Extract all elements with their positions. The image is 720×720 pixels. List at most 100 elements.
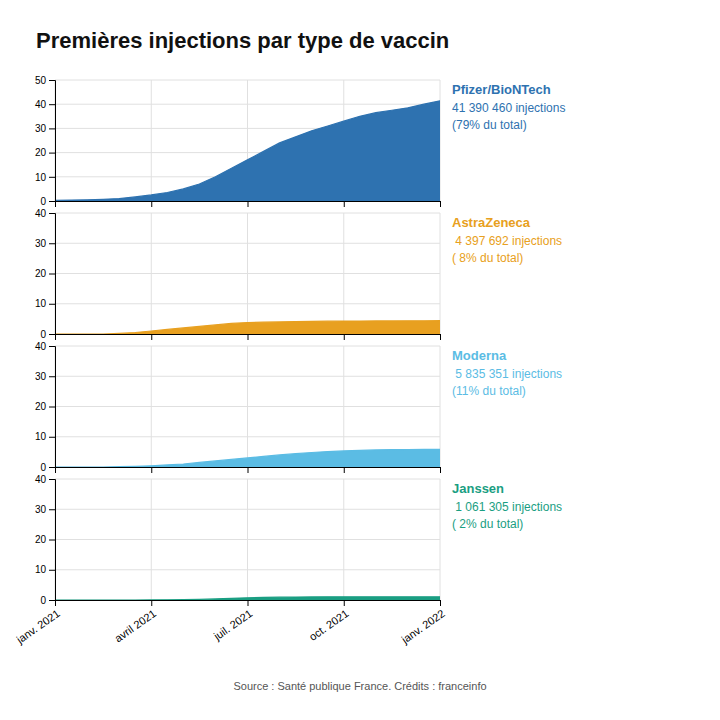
tick: 20: [35, 268, 55, 279]
tick: [248, 201, 249, 207]
area: [55, 321, 440, 334]
annotation: 41 390 460 injections: [452, 101, 565, 115]
panel: 01020304050Pfizer/BioNTech41 390 460 inj…: [35, 75, 566, 207]
tick: 30: [35, 504, 55, 515]
plot-area: [55, 449, 440, 467]
tick: 0: [40, 462, 55, 473]
tick: janv. 2022: [398, 600, 447, 646]
y-axis: 010203040: [35, 474, 56, 606]
tick: [344, 334, 345, 340]
series-label: AstraZeneca: [452, 215, 531, 230]
tick-mark: [49, 213, 55, 214]
tick: [151, 467, 152, 473]
tick-mark: [344, 467, 345, 473]
tick: avril 2021: [112, 600, 158, 644]
tick: 10: [35, 431, 55, 442]
line: [55, 597, 440, 600]
annotation: 4 397 692 injections: [452, 234, 562, 248]
tick-label: 50: [35, 75, 47, 86]
area: [55, 101, 440, 201]
tick-mark: [248, 334, 249, 340]
axis-line: [56, 335, 441, 341]
tick-label: janv. 2021: [13, 607, 62, 646]
annotation: (79% du total): [452, 118, 527, 132]
tick: 20: [35, 147, 55, 158]
axis-line: [56, 468, 441, 474]
axis-line: [49, 480, 56, 601]
plot-area: [55, 321, 440, 334]
tick: 10: [35, 172, 55, 183]
tick: 10: [35, 298, 55, 309]
grid: [55, 80, 440, 201]
tick-label: 30: [35, 123, 47, 134]
series-label: Pfizer/BioNTech: [452, 82, 551, 97]
grid: [55, 346, 440, 467]
tick: [151, 201, 152, 207]
tick-mark: [440, 334, 441, 340]
tick-mark: [55, 467, 56, 473]
chart-root: 0 10 20 30 40 50 Pfizer/BioNTech 41 390 460 inj…: [0, 0, 720, 720]
grid-line-x: [247, 213, 248, 334]
tick-mark: [49, 600, 55, 601]
tick: [248, 334, 249, 340]
grid: [55, 213, 440, 334]
annotation: ( 2% du total): [452, 517, 523, 531]
grid-line-x: [151, 479, 152, 600]
tick-mark: [49, 243, 55, 244]
title: Premières injections par type de vaccin: [36, 28, 449, 53]
y-axis: 010203040: [35, 208, 56, 340]
tick: juil. 2021: [211, 600, 255, 643]
tick: 20: [35, 401, 55, 412]
tick: [440, 467, 441, 473]
tick: 20: [35, 534, 55, 545]
line: [55, 449, 440, 467]
line: [55, 101, 440, 200]
grid-line-x: [440, 479, 441, 600]
tick-mark: [151, 467, 152, 473]
tick-label: 40: [35, 341, 47, 352]
tick-label: 0: [40, 595, 46, 606]
axis-line: [56, 202, 441, 208]
tick: oct. 2021: [307, 600, 351, 643]
tick: [344, 467, 345, 473]
tick-label: 40: [35, 99, 47, 110]
panel: 010203040janv. 2021avril 2021juil. 2021o…: [13, 474, 562, 646]
area: [55, 597, 440, 600]
grid-line-x: [151, 213, 152, 334]
tick-mark: [248, 201, 249, 207]
x-axis: [56, 201, 441, 207]
tick: [440, 201, 441, 207]
plot-area: [55, 597, 440, 600]
tick: [344, 201, 345, 207]
grid: [55, 479, 440, 600]
tick: 10: [35, 564, 55, 575]
tick: [55, 467, 56, 473]
tick-mark: [440, 600, 441, 606]
tick-mark: [49, 437, 55, 438]
tick-mark: [440, 201, 441, 207]
grid-line-x: [151, 346, 152, 467]
tick: 40: [35, 99, 55, 110]
tick: [248, 467, 249, 473]
tick-mark: [151, 600, 152, 606]
tick-mark: [151, 201, 152, 207]
series-label: Moderna: [452, 348, 507, 363]
tick-label: 30: [35, 238, 47, 249]
tick-mark: [55, 334, 56, 340]
axis-line: [49, 81, 56, 202]
panel: 010203040AstraZeneca 4 397 692 injection…: [35, 208, 562, 340]
tick-label: 20: [35, 147, 47, 158]
y-axis: 01020304050: [35, 75, 56, 207]
tick: [55, 334, 56, 340]
tick-mark: [151, 334, 152, 340]
tick-mark: [49, 509, 55, 510]
tick: 30: [35, 123, 55, 134]
grid-line-x: [247, 346, 248, 467]
tick-label: 20: [35, 534, 47, 545]
plot-area: [55, 101, 440, 201]
grid-line-x: [151, 80, 152, 201]
tick-mark: [55, 201, 56, 207]
tick-mark: [344, 201, 345, 207]
tick: 40: [35, 341, 55, 352]
tick-label: janv. 2022: [398, 607, 447, 646]
